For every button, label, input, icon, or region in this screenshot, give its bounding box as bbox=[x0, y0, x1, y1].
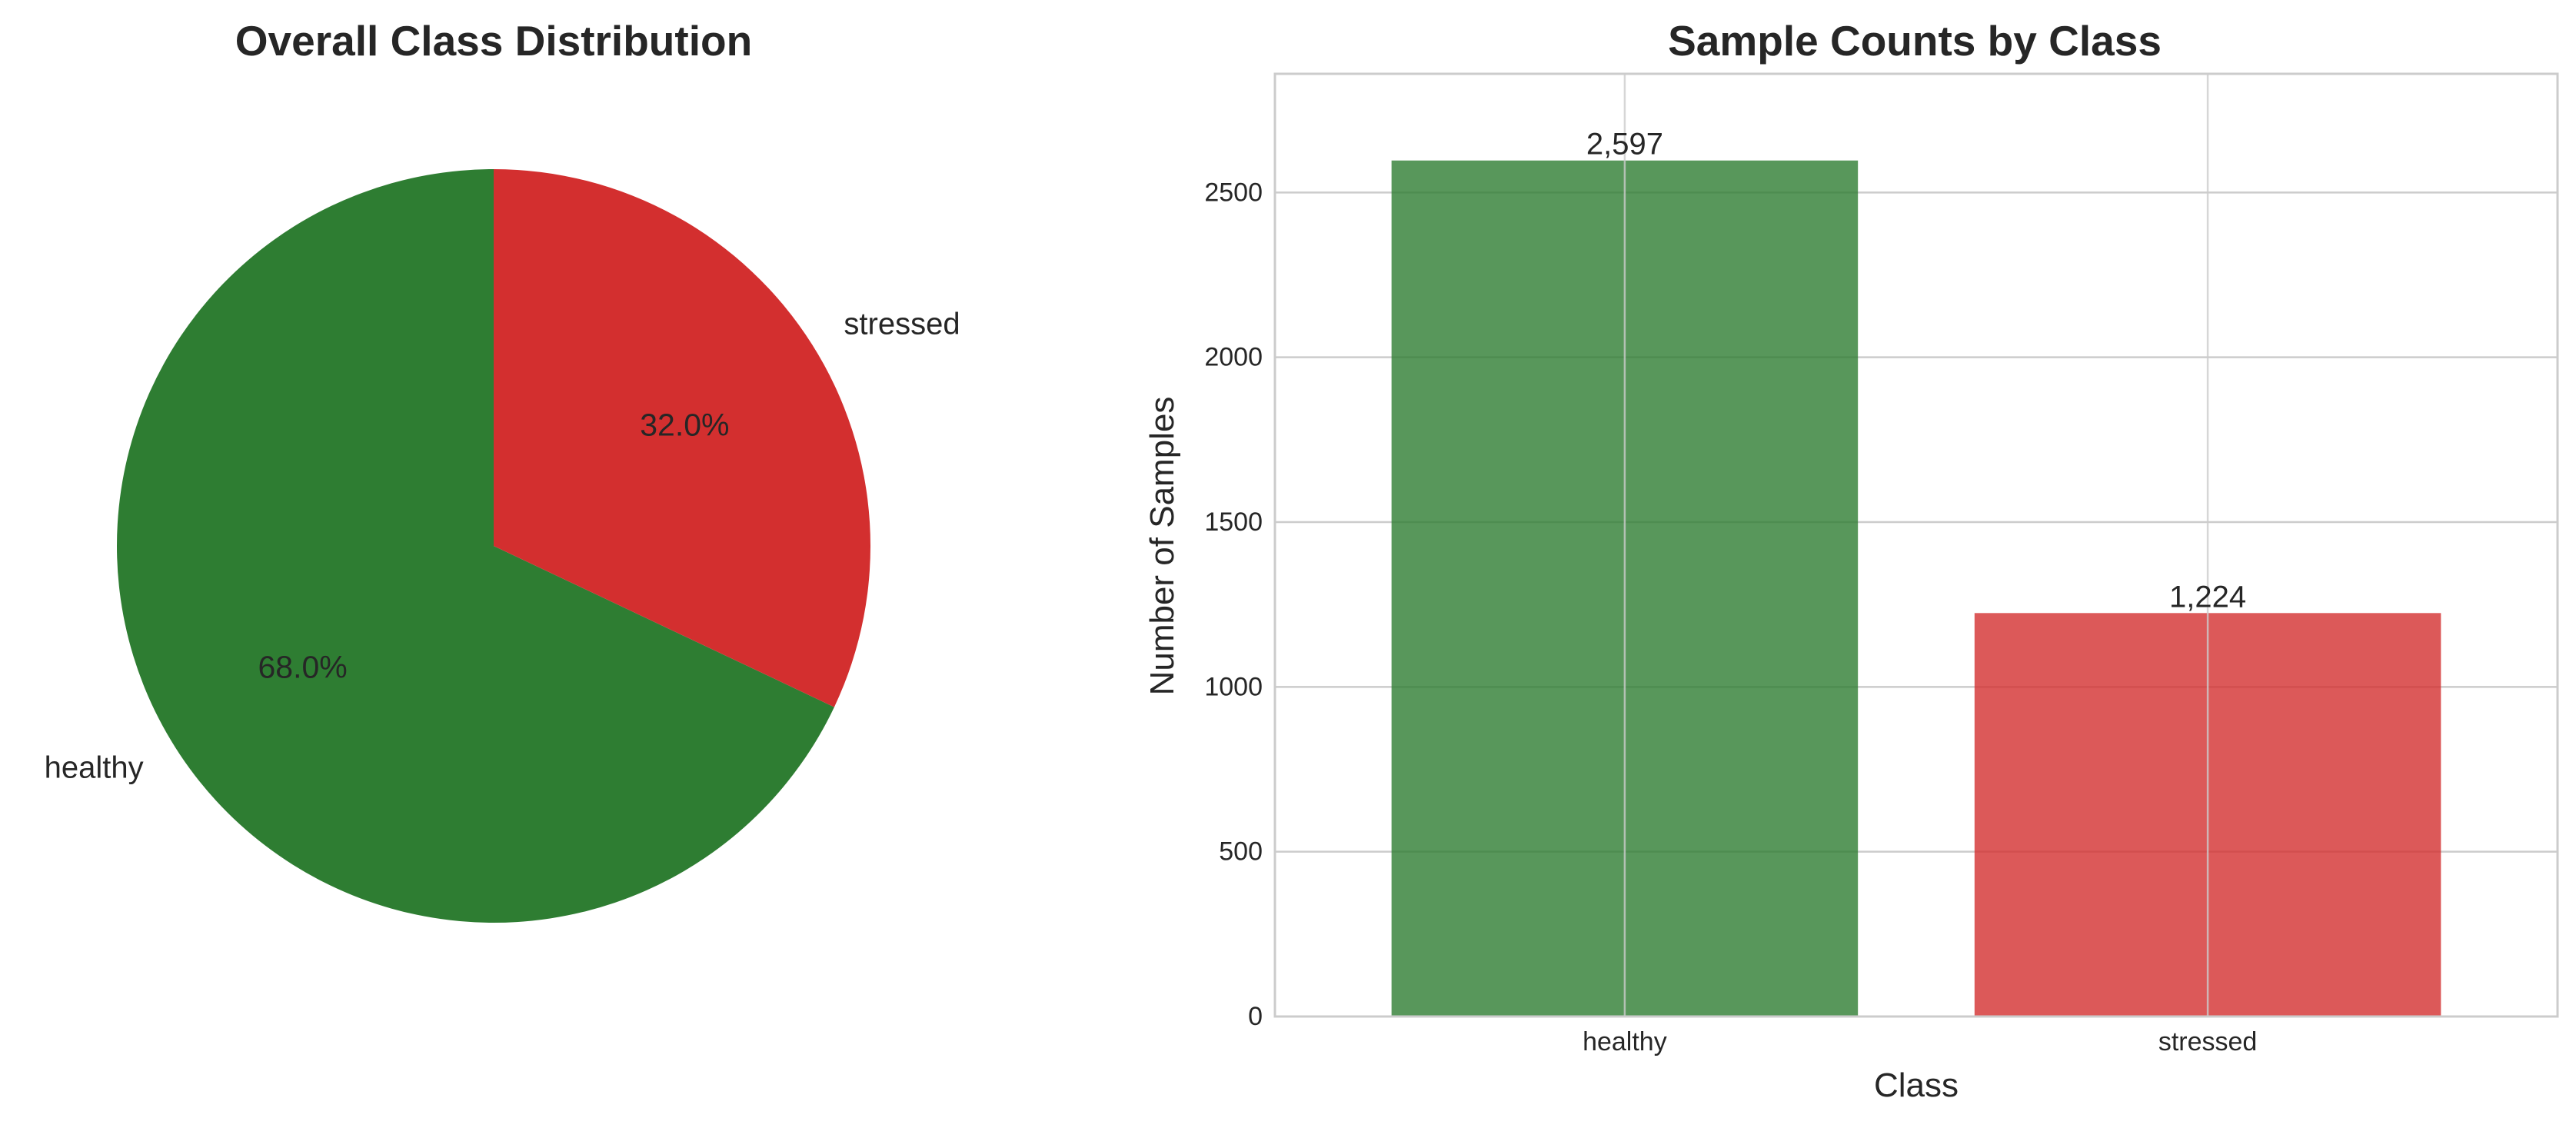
pie-percent-label-stressed: 32.0% bbox=[640, 408, 729, 443]
x-tick-label-stressed: stressed bbox=[2158, 1027, 2258, 1056]
y-tick-label: 0 bbox=[1248, 1002, 1263, 1031]
y-tick-label: 1000 bbox=[1204, 672, 1263, 701]
pie-title: Overall Class Distribution bbox=[235, 17, 752, 65]
y-tick-labels: 0 500 1000 1500 2000 2500 bbox=[1204, 178, 1263, 1031]
y-tick-label: 2000 bbox=[1204, 343, 1263, 372]
bar-value-label-stressed: 1,224 bbox=[2169, 580, 2246, 614]
pie-labels: 68.0% healthy 32.0% stressed bbox=[45, 308, 960, 785]
pie-label-stressed: stressed bbox=[844, 308, 960, 341]
pie-percent-label-healthy: 68.0% bbox=[258, 649, 347, 684]
y-axis-label: Number of Samples bbox=[1143, 397, 1181, 696]
pie-label-healthy: healthy bbox=[45, 750, 144, 784]
bar-title: Sample Counts by Class bbox=[1668, 17, 2162, 65]
y-tick-label: 500 bbox=[1219, 837, 1263, 867]
bar-value-label-healthy: 2,597 bbox=[1586, 128, 1663, 161]
vertical-gridlines bbox=[1623, 74, 2209, 1017]
x-tick-label-healthy: healthy bbox=[1583, 1027, 1667, 1056]
pie-slices bbox=[117, 169, 870, 923]
pie-slice-stressed bbox=[494, 169, 870, 707]
x-axis-label: Class bbox=[1874, 1066, 1959, 1104]
x-tick-labels: healthy stressed bbox=[1583, 1027, 2257, 1056]
pie-slice-healthy bbox=[117, 169, 834, 923]
y-tick-label: 1500 bbox=[1204, 507, 1263, 537]
y-tick-label: 2500 bbox=[1204, 178, 1263, 207]
pie-chart: Overall Class Distribution 68.0% healthy 3… bbox=[45, 17, 960, 923]
bar-chart: Sample Counts by Class 0 500 1000 1500 2000 2… bbox=[1143, 17, 2559, 1104]
plot-frame bbox=[1273, 72, 2559, 1018]
value-labels: 2,597 1,224 bbox=[1586, 128, 2246, 614]
